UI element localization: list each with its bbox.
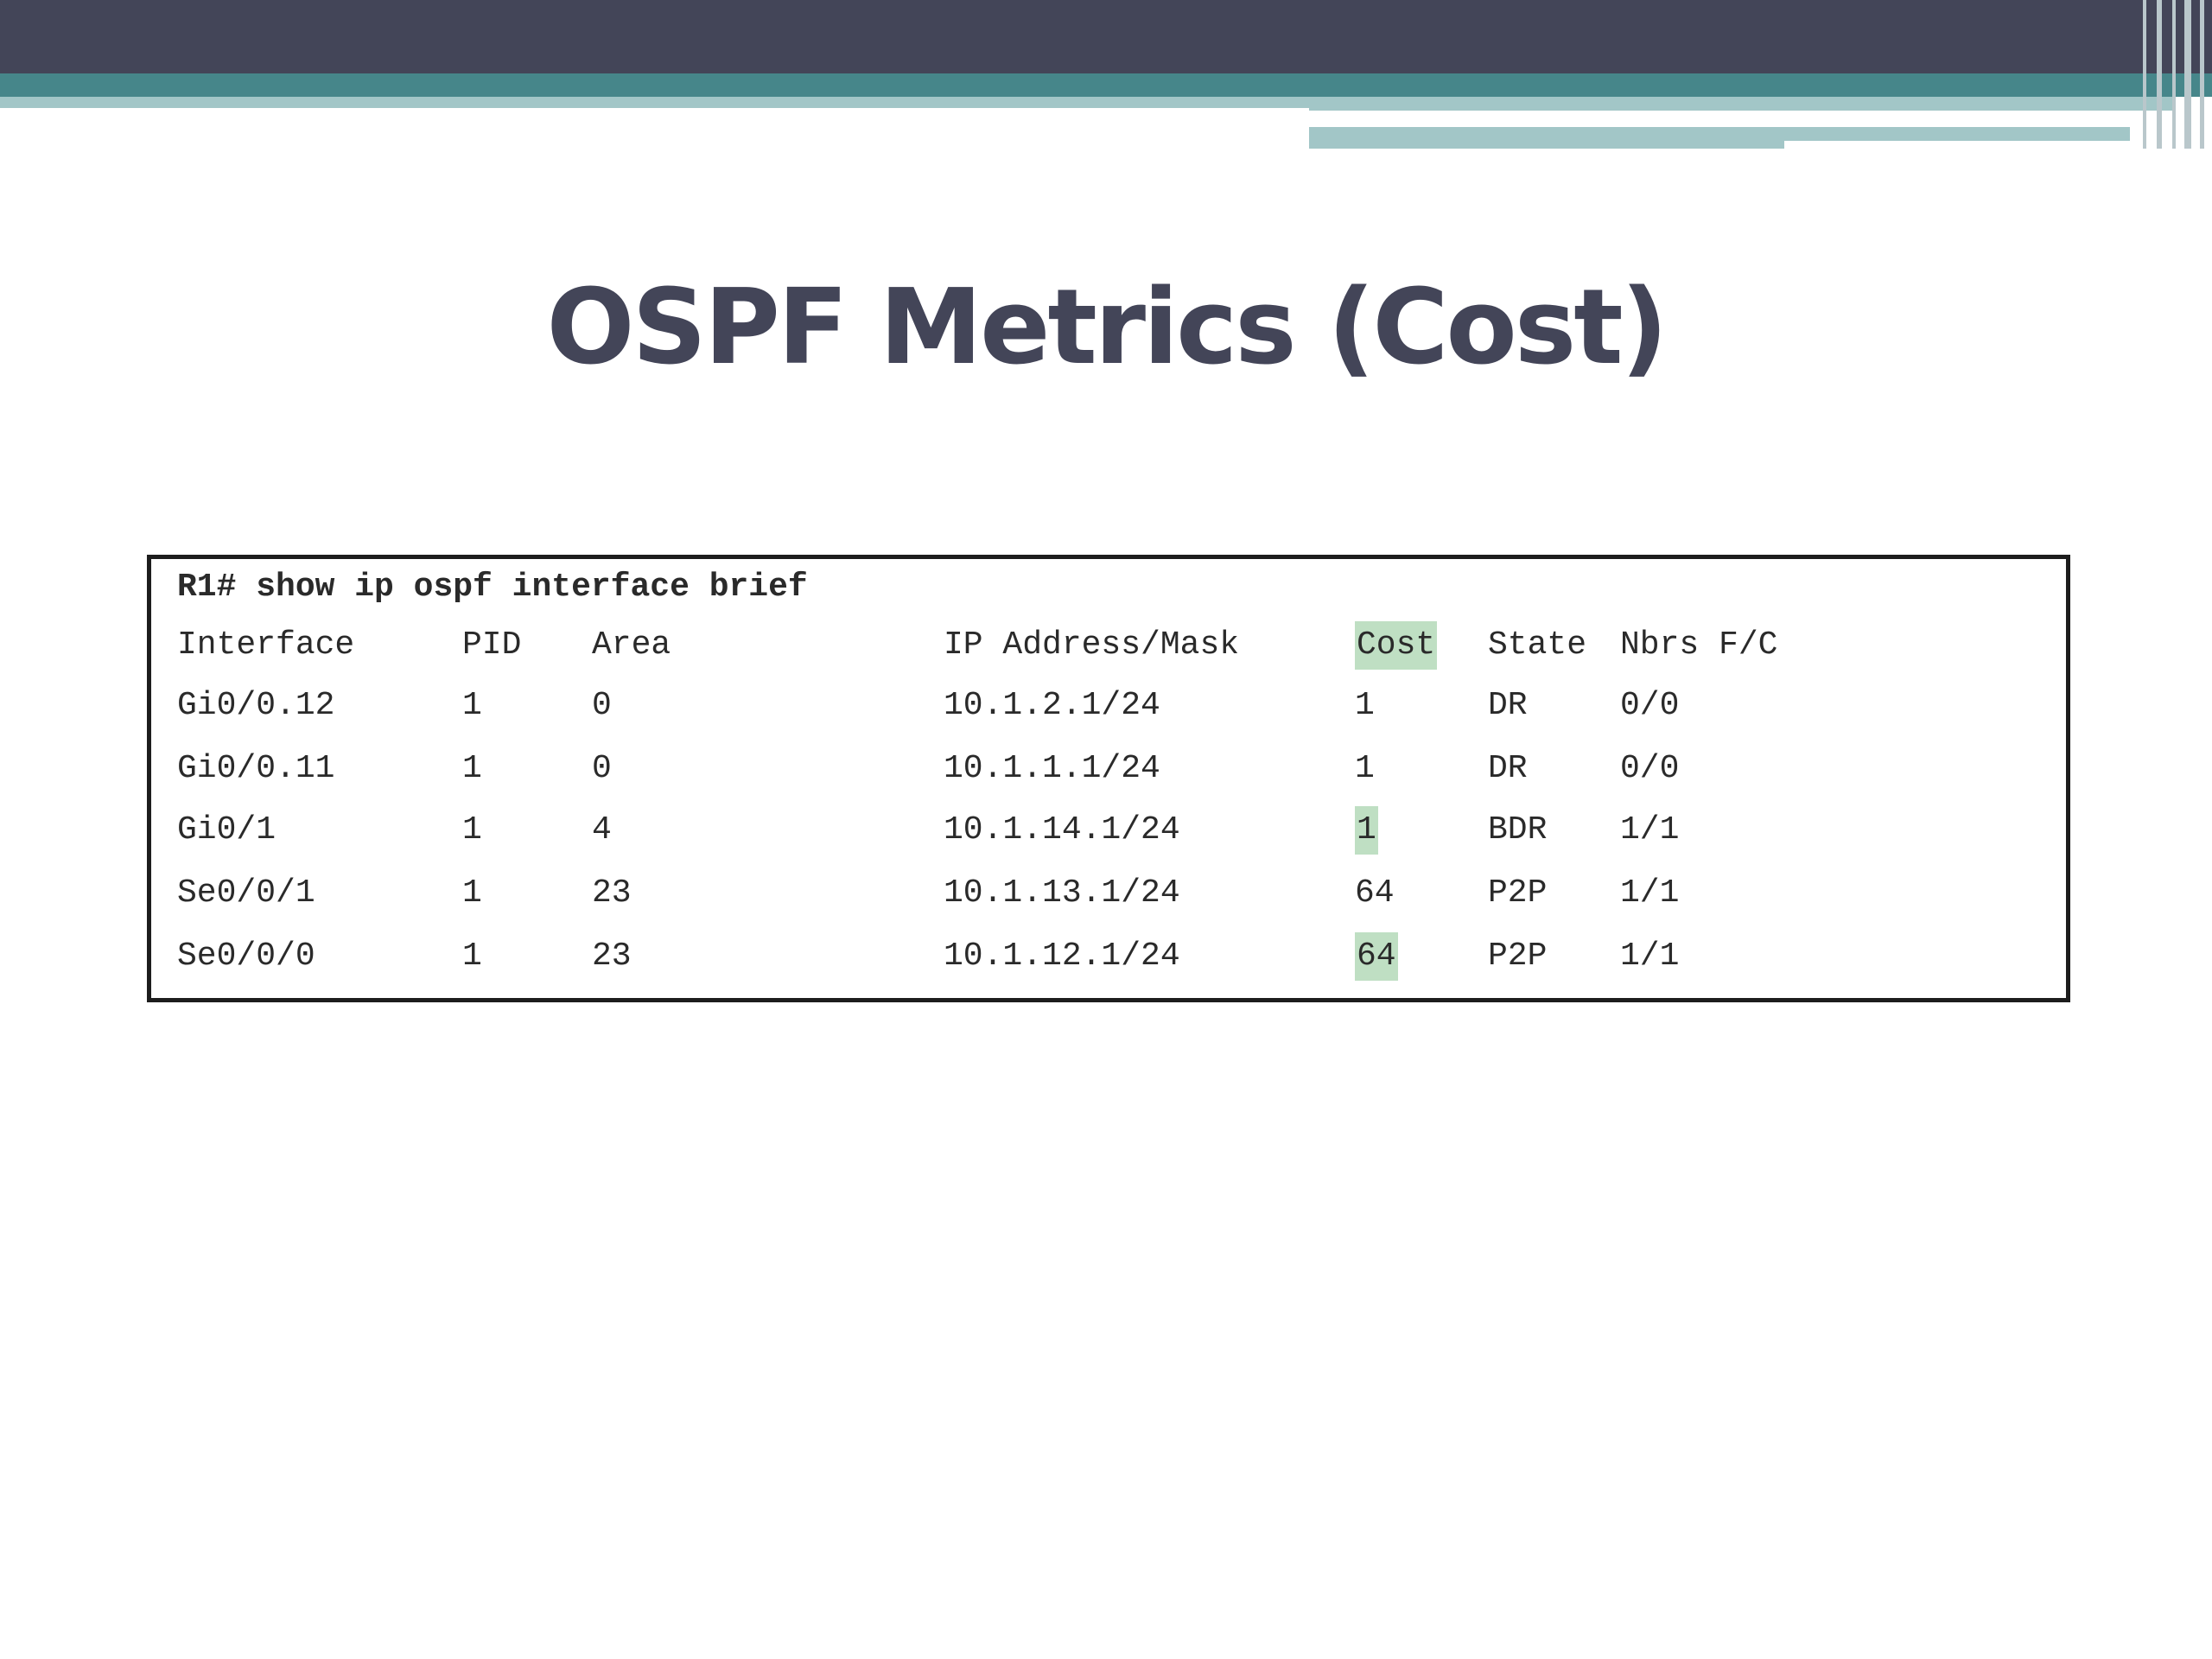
cell-cost: 1 xyxy=(1355,806,1378,855)
cell-ip: 10.1.14.1/24 xyxy=(944,811,1180,849)
cell-state: P2P xyxy=(1488,874,1548,912)
cell-pid: 1 xyxy=(462,687,482,724)
cell-ip: 10.1.13.1/24 xyxy=(944,874,1180,912)
cell-state: BDR xyxy=(1488,811,1548,849)
header-edge-stripe xyxy=(2143,0,2146,149)
cell-cost: 64 xyxy=(1355,932,1398,981)
table-row: Gi0/0.12 1 0 10.1.2.1/24 1 DR 0/0 xyxy=(151,682,2066,730)
header-band-light-left xyxy=(0,97,1309,108)
header-edge-stripe xyxy=(2157,0,2162,149)
command-line: R1# show ip ospf interface brief xyxy=(177,569,808,606)
cell-area: 23 xyxy=(592,938,632,975)
header-cost: Cost xyxy=(1355,621,1438,670)
header-band-teal xyxy=(0,73,2212,97)
header-white-notch xyxy=(1784,141,2173,149)
cell-ip: 10.1.1.1/24 xyxy=(944,750,1160,787)
cell-state: DR xyxy=(1488,750,1528,787)
cell-area: 0 xyxy=(592,687,612,724)
cell-cost: 1 xyxy=(1355,687,1375,724)
cell-pid: 1 xyxy=(462,938,482,975)
cell-area: 23 xyxy=(592,874,632,912)
slide-title: OSPF Metrics (Cost) xyxy=(546,268,1669,388)
table-row: Gi0/0.11 1 0 10.1.1.1/24 1 DR 0/0 xyxy=(151,745,2066,793)
cell-nbrs: 1/1 xyxy=(1620,811,1680,849)
table-row: Gi0/1 1 4 10.1.14.1/24 1 BDR 1/1 xyxy=(151,806,2066,855)
header-white-line xyxy=(1309,121,2048,127)
cell-interface: Gi0/0.11 xyxy=(177,750,335,787)
header-ip: IP Address/Mask xyxy=(944,626,1240,664)
header-band-dark xyxy=(0,0,2212,73)
cell-nbrs: 0/0 xyxy=(1620,687,1680,724)
cell-nbrs: 1/1 xyxy=(1620,874,1680,912)
table-row: Se0/0/0 1 23 10.1.12.1/24 64 P2P 1/1 xyxy=(151,932,2066,981)
header-pid: PID xyxy=(462,626,522,664)
terminal-output: R1# show ip ospf interface brief Interfa… xyxy=(147,555,2070,1002)
header-interface: Interface xyxy=(177,626,355,664)
table-row: Se0/0/1 1 23 10.1.13.1/24 64 P2P 1/1 xyxy=(151,869,2066,918)
cell-pid: 1 xyxy=(462,811,482,849)
header-area: Area xyxy=(592,626,671,664)
cell-interface: Se0/0/0 xyxy=(177,938,315,975)
cell-area: 0 xyxy=(592,750,612,787)
cell-nbrs: 0/0 xyxy=(1620,750,1680,787)
cell-interface: Gi0/0.12 xyxy=(177,687,335,724)
header-edge-stripe xyxy=(2172,0,2176,149)
header-edge-stripe xyxy=(2184,0,2191,149)
cell-pid: 1 xyxy=(462,750,482,787)
cell-state: DR xyxy=(1488,687,1528,724)
cell-nbrs: 1/1 xyxy=(1620,938,1680,975)
header-state: State xyxy=(1488,626,1587,664)
cell-interface: Se0/0/1 xyxy=(177,874,315,912)
cell-interface: Gi0/1 xyxy=(177,811,276,849)
cell-pid: 1 xyxy=(462,874,482,912)
header-band-light-right xyxy=(1309,97,2173,111)
cell-ip: 10.1.12.1/24 xyxy=(944,938,1180,975)
cell-cost: 1 xyxy=(1355,750,1375,787)
header-edge-stripe xyxy=(2200,0,2204,149)
header-nbrs: Nbrs F/C xyxy=(1620,626,1778,664)
cell-area: 4 xyxy=(592,811,612,849)
cell-cost: 64 xyxy=(1355,874,1395,912)
cell-ip: 10.1.2.1/24 xyxy=(944,687,1160,724)
table-header-row: Interface PID Area IP Address/Mask Cost … xyxy=(151,621,2066,670)
cell-state: P2P xyxy=(1488,938,1548,975)
